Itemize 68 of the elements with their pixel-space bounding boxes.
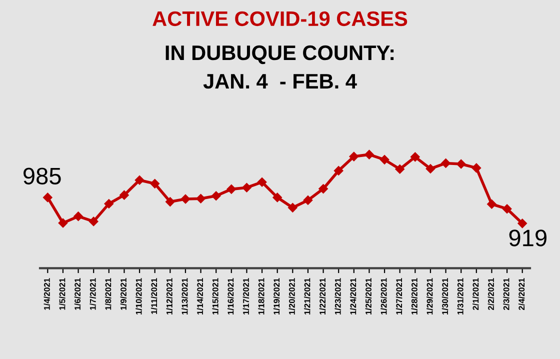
chart-title: ACTIVE COVID-19 CASES (152, 11, 408, 26)
point (502, 204, 512, 214)
x-tick-label: 1/8/2021 (105, 278, 112, 310)
point (211, 191, 221, 200)
point (487, 200, 496, 209)
x-tick-label: 1/22/2021 (319, 278, 326, 314)
x-tick-label: 1/30/2021 (442, 278, 448, 314)
point (88, 216, 98, 226)
point (410, 152, 420, 162)
point (318, 184, 328, 194)
x-tick-label: 1/19/2021 (273, 278, 280, 314)
x-tick-label: 1/28/2021 (411, 278, 418, 314)
point (43, 192, 52, 202)
data-label: 985 (24, 168, 61, 184)
x-tick-label: 2/4/2021 (518, 278, 525, 310)
x-tick-label: 2/3/2021 (503, 278, 510, 310)
point (364, 150, 374, 160)
point (196, 194, 206, 204)
x-tick-label: 1/15/2021 (212, 278, 218, 314)
x-tick-label: 1/23/2021 (334, 278, 341, 314)
point (134, 176, 144, 185)
point (288, 203, 298, 212)
point (257, 177, 267, 187)
x-tick-label: 1/21/2021 (304, 278, 310, 314)
x-tick-label: 1/17/2021 (242, 278, 250, 314)
x-tick-label: 2/1/2021 (472, 278, 479, 310)
x-tick-label: 1/16/2021 (228, 278, 234, 314)
point (303, 196, 313, 205)
x-tick-label: 1/20/2021 (288, 278, 295, 314)
x-tick-label: 1/13/2021 (182, 278, 188, 314)
point (334, 166, 344, 176)
point (426, 164, 436, 174)
point (180, 194, 190, 204)
point (472, 163, 482, 173)
x-tick-label: 1/7/2021 (90, 278, 96, 310)
x-tick-label: 1/29/2021 (426, 278, 433, 314)
point (104, 199, 114, 208)
point (441, 158, 450, 168)
point (456, 159, 466, 169)
point (226, 184, 236, 194)
point (58, 218, 68, 228)
point (349, 152, 359, 162)
x-tick-label: 1/11/2021 (150, 278, 158, 314)
x-tick-label: 1/4/2021 (44, 278, 50, 310)
point (74, 212, 83, 221)
x-tick-label: 1/31/2021 (457, 278, 464, 314)
x-tick-label: 1/10/2021 (136, 278, 142, 314)
data-label: 919 (509, 230, 546, 246)
point (120, 190, 129, 200)
x-tick-label: 2/2/2021 (488, 278, 494, 310)
x-tick-label: 1/27/2021 (396, 278, 402, 314)
x-tick-label: 1/25/2021 (365, 278, 372, 314)
point (166, 197, 175, 206)
chart-subtitle: IN DUBUQUE COUNTY: JAN. 4 - FEB. 4 (166, 45, 394, 89)
point (380, 155, 390, 164)
x-tick-label: 1/14/2021 (196, 278, 204, 314)
x-tick-label: 1/24/2021 (350, 278, 356, 314)
point (242, 182, 252, 192)
x-tick-label: 1/12/2021 (166, 278, 172, 314)
x-tick-label: 1/5/2021 (59, 278, 66, 310)
point (272, 192, 282, 202)
point (395, 164, 404, 174)
point (518, 218, 527, 228)
x-tick-label: 1/26/2021 (380, 278, 387, 314)
x-tick-label: 1/6/2021 (74, 278, 81, 310)
x-tick-label: 1/9/2021 (120, 278, 127, 310)
point (150, 179, 160, 188)
x-tick-label: 1/18/2021 (258, 278, 264, 314)
